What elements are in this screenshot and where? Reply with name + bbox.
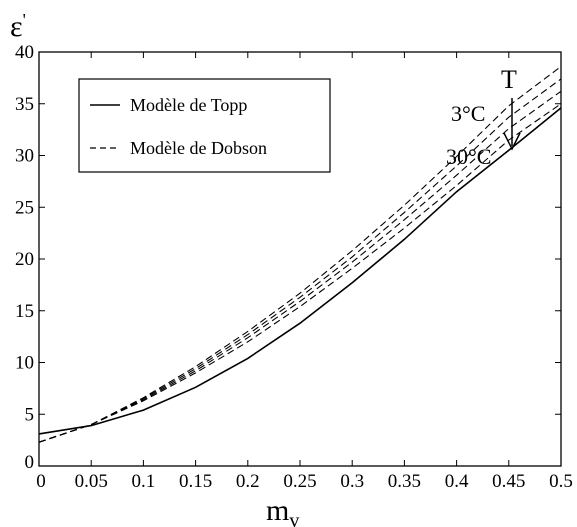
x-tick-label: 0.05 — [75, 471, 108, 492]
annotation-top-temp: 3°C — [451, 101, 485, 126]
series-line-dobson-3 — [38, 78, 562, 443]
y-tick-label: 0 — [25, 452, 35, 473]
arrow-head — [503, 132, 521, 151]
x-tick-label: 0 — [36, 471, 46, 492]
series-line-dobson-1 — [38, 103, 562, 443]
y-tick-label: 40 — [15, 42, 34, 63]
legend-label-topp: Modèle de Topp — [130, 95, 247, 115]
series-line-topp — [38, 107, 562, 435]
series-line-dobson-2 — [38, 90, 562, 443]
annotation-bottom-temp: 30°C — [446, 144, 491, 169]
x-tick-label: 0.1 — [132, 471, 156, 492]
y-tick-label: 25 — [15, 197, 34, 218]
x-tick-label: 0.3 — [340, 471, 364, 492]
y-tick-label: 5 — [25, 404, 35, 425]
y-tick-label: 10 — [15, 353, 34, 374]
legend: Modèle de Topp Modèle de Dobson — [78, 78, 331, 173]
x-tick-label: 0.35 — [388, 471, 421, 492]
y-tick-label: 15 — [15, 301, 34, 322]
plot-area: 0 0.05 0.1 0.15 0.2 0.25 0.3 0.35 0.4 0.45 0.5 0 5 10… — [15, 42, 573, 492]
arrow-label-t: T — [501, 65, 517, 94]
x-tick-label: 0.4 — [445, 471, 469, 492]
x-axis-label: mv — [266, 494, 299, 527]
series-line-dobson-4 — [38, 66, 562, 443]
x-tick-label: 0.15 — [179, 471, 212, 492]
x-tick-label: 0.5 — [549, 471, 573, 492]
y-tick-label: 35 — [15, 94, 34, 115]
legend-box — [78, 78, 331, 173]
y-axis-label: ε' — [10, 10, 26, 43]
y-tick-label: 20 — [15, 249, 34, 270]
x-tick-label: 0.45 — [492, 471, 525, 492]
legend-label-dobson: Modèle de Dobson — [130, 138, 267, 158]
x-tick-label: 0.2 — [236, 471, 260, 492]
y-tick-label: 30 — [15, 146, 34, 167]
x-tick-label: 0.25 — [283, 471, 316, 492]
temperature-annotation: T 3°C 30°C — [446, 65, 521, 169]
